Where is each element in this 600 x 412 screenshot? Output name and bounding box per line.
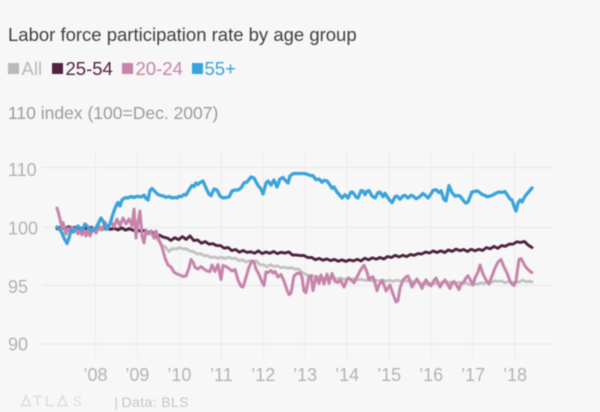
- svg-text:Data: BLS: Data: BLS: [122, 394, 189, 410]
- svg-text:S: S: [73, 394, 82, 409]
- svg-text:’14: ’14: [335, 365, 359, 385]
- svg-text:110: 110: [8, 160, 37, 180]
- svg-text:’12: ’12: [251, 365, 275, 385]
- svg-text:All: All: [22, 58, 43, 79]
- svg-text:’15: ’15: [377, 365, 401, 385]
- svg-text:’08: ’08: [83, 365, 107, 385]
- svg-text:110 index (100=Dec. 2007): 110 index (100=Dec. 2007): [8, 103, 218, 123]
- svg-text:20-24: 20-24: [136, 58, 183, 79]
- svg-text:’11: ’11: [210, 365, 233, 385]
- svg-text:|: |: [115, 395, 119, 410]
- svg-text:’17: ’17: [461, 365, 485, 385]
- svg-text:’13: ’13: [293, 365, 317, 385]
- svg-text:55+: 55+: [205, 58, 236, 79]
- svg-text:Labor force participation rate: Labor force participation rate by age gr…: [8, 24, 357, 45]
- svg-text:95: 95: [8, 277, 28, 297]
- svg-text:25-54: 25-54: [66, 58, 113, 79]
- svg-text:’16: ’16: [419, 365, 443, 385]
- svg-text:’18: ’18: [503, 365, 527, 385]
- svg-text:100: 100: [8, 219, 38, 239]
- svg-text:’09: ’09: [125, 365, 149, 385]
- svg-text:’10: ’10: [167, 365, 191, 385]
- svg-text:90: 90: [8, 335, 28, 355]
